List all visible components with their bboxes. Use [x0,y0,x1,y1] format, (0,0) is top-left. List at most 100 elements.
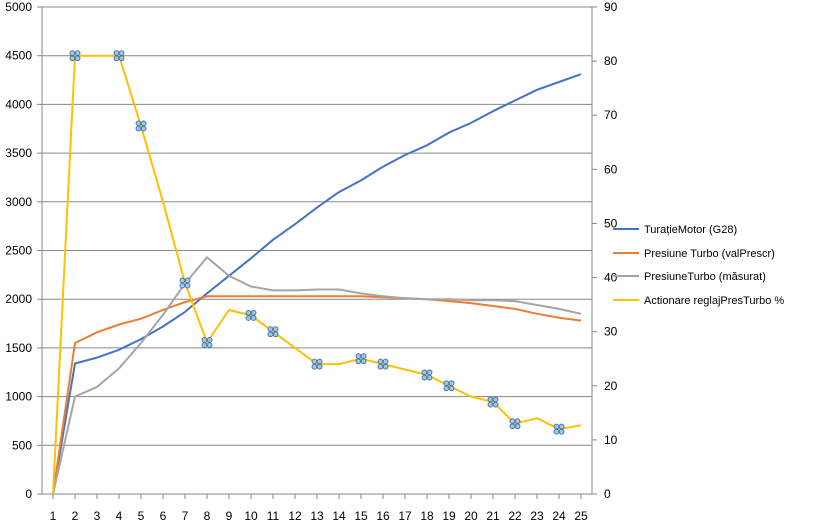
marker-dot-8-2 [201,342,208,348]
marker-dot-16-2 [377,363,384,370]
marker-dot-7-3 [184,282,191,289]
y-right-tick-80: 80 [604,54,618,68]
marker-dot-22-0 [509,418,516,424]
data-marker-2 [69,50,81,62]
marker-dot-4-1 [118,50,125,56]
marker-dot-19-2 [443,385,450,392]
x-tick-24: 24 [552,509,566,523]
y-right-tick-40: 40 [604,271,618,285]
data-marker-10 [245,309,257,321]
marker-dot-22-2 [509,423,516,430]
marker-dot-21-1 [492,396,499,403]
marker-dot-5-2 [135,125,142,132]
y-left-tick-500: 500 [12,438,32,452]
marker-dot-18-3 [426,374,433,381]
x-tick-14: 14 [332,509,346,523]
marker-dot-18-0 [421,369,428,376]
y-left-tick-1500: 1500 [5,341,32,355]
marker-dot-2-0 [69,50,76,56]
x-tick-8: 8 [204,509,211,523]
x-tick-1: 1 [50,509,57,523]
data-marker-19 [443,380,455,392]
y-right-tick-90: 90 [604,0,618,14]
marker-dot-10-1 [250,309,257,316]
y-right-tick-50: 50 [604,216,618,230]
data-marker-16 [377,358,389,370]
x-tick-5: 5 [138,509,145,523]
marker-dot-11-3 [272,331,279,338]
x-tick-6: 6 [160,509,167,523]
data-marker-13 [311,358,323,370]
data-marker-4 [113,50,125,62]
right-y-axis-ticks: 0 10 20 30 40 50 60 70 80 90 [604,0,618,501]
marker-dot-13-0 [311,358,318,365]
x-tick-23: 23 [530,509,544,523]
x-axis-ticks: 1 2 3 4 5 6 7 8 9 10 11 12 13 14 15 16 17 18 19 20 21 22 23 24 2… [50,509,588,523]
x-tick-12: 12 [288,509,302,523]
marker-dot-10-3 [250,315,257,321]
marker-dot-10-0 [245,309,252,316]
legend-label-2: Presiune Turbo (valPrescr) [644,248,775,260]
marker-dot-7-1 [184,277,191,284]
marker-dot-16-3 [382,363,389,370]
marker-dot-24-2 [553,428,560,435]
marker-dot-21-0 [487,396,494,403]
x-tick-3: 3 [94,509,101,523]
marker-dot-10-2 [245,315,252,321]
marker-dot-18-1 [426,369,433,376]
marker-dot-5-0 [135,120,142,127]
y-left-tick-1000: 1000 [5,390,32,404]
x-tick-15: 15 [354,509,368,523]
y-right-tick-20: 20 [604,379,618,393]
data-marker-22 [509,418,521,430]
legend-label-1: TurațieMotor (G28) [644,224,737,236]
x-tick-13: 13 [310,509,324,523]
marker-dot-13-3 [316,363,323,370]
marker-dot-21-2 [487,401,494,408]
data-marker-18 [421,369,433,381]
data-marker-5 [135,120,147,132]
x-tick-11: 11 [267,509,280,523]
x-tick-2: 2 [72,509,79,523]
marker-dot-7-0 [179,277,186,284]
marker-dot-15-3 [360,358,367,365]
y-left-tick-3000: 3000 [5,195,32,209]
series-line-4 [52,54,582,495]
x-tick-25: 25 [574,509,588,523]
x-tick-20: 20 [464,509,478,523]
marker-dot-15-2 [355,358,362,365]
legend-label-4: Actionare reglajPresTurbo % [644,295,784,307]
marker-dot-24-3 [558,428,565,435]
marker-dot-22-1 [514,418,521,424]
data-marker-15 [355,353,367,365]
y-right-tick-70: 70 [604,108,618,122]
marker-dot-19-3 [448,385,455,392]
marker-dot-11-0 [267,326,274,332]
marker-dot-8-3 [206,342,213,348]
left-y-axis-ticks: 0 500 1000 1500 2000 2500 3000 3500 4000 4500 5000 [5,0,32,501]
x-tick-21: 21 [486,509,500,523]
marker-dot-24-0 [553,423,560,430]
y-left-tick-5000: 5000 [5,0,32,14]
series-line-1 [52,73,582,495]
y-left-tick-2000: 2000 [5,292,32,306]
marker-dot-19-0 [443,380,450,387]
y-left-tick-4500: 4500 [5,49,32,63]
y-left-tick-4000: 4000 [5,97,32,111]
marker-dot-2-3 [74,55,81,62]
axes [37,6,597,499]
marker-dot-13-2 [311,363,318,370]
series-line-3 [52,256,582,495]
data-marker-24 [553,423,565,435]
marker-dot-18-2 [421,374,428,381]
marker-dot-5-1 [140,120,147,127]
data-marker-21 [487,396,499,408]
marker-dot-4-2 [113,55,120,62]
marker-dot-24-1 [558,423,565,430]
legend-label-3: PresiuneTurbo (măsurat) [644,271,766,283]
x-tick-16: 16 [376,509,390,523]
y-right-tick-30: 30 [604,325,618,339]
series-markers [69,50,565,435]
